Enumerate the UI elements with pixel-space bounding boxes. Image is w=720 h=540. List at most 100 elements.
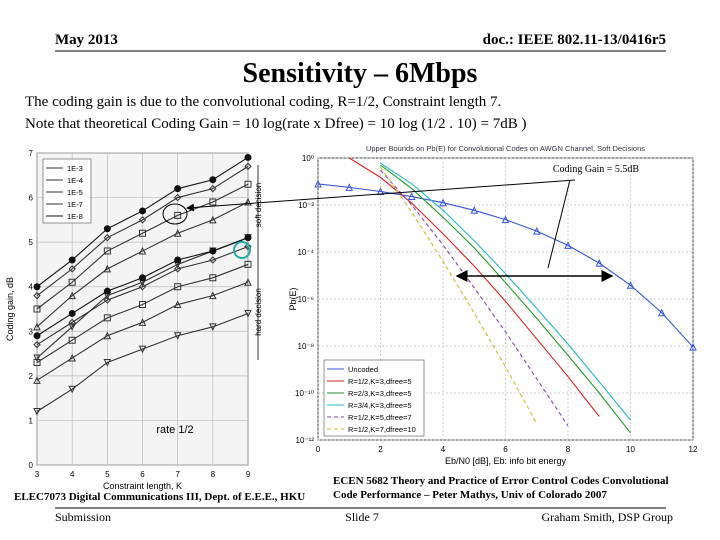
x-tick-label: 9 [246,470,251,479]
header-date: May 2013 [55,32,118,48]
data-marker [209,176,217,184]
data-marker [139,274,146,282]
data-marker [244,260,252,268]
series-line [36,246,249,346]
x-tick-label: 8 [566,445,571,454]
y-tick-label: 4 [29,283,34,292]
legend-label: R=3/4,K=3,dfree=5 [348,401,412,410]
data-marker [138,345,147,354]
data-marker [103,287,111,295]
data-marker [139,229,146,237]
data-marker [564,241,572,249]
data-marker [103,225,111,233]
x-tick-label: 8 [211,470,216,479]
pointer-line [547,179,571,269]
x-tick-label: 6 [140,470,145,479]
y-tick-label: 2 [29,372,34,381]
footer-right: Graham Smith, DSP Group [541,510,673,524]
data-marker [103,247,111,255]
series-line [36,281,249,381]
y-tick-label: 10⁰ [302,154,314,163]
legend-label: Uncoded [348,365,378,374]
chart-title: Upper Bounds on Pb(E) for Convolutional … [366,144,645,153]
data-marker [657,308,666,317]
series-line [36,201,249,328]
data-marker [33,358,41,366]
data-marker [68,336,76,344]
x-tick-label: 4 [70,470,75,479]
x-axis-label: Constraint length, K [103,481,182,491]
x-tick-label: 5 [105,470,110,479]
data-marker [33,340,41,349]
series-line [36,165,249,297]
data-marker [138,246,147,255]
x-axis-label: Eb/N0 [dB], Eb: info bit energy [445,456,567,466]
data-marker [174,185,182,193]
y-tick-label: 1 [29,416,34,425]
data-marker [68,385,76,394]
data-marker [209,256,217,264]
annotation: hard decision [254,288,263,336]
caption-right: ECEN 5682 Theory and Practice of Error C… [333,475,669,487]
series-line [317,183,694,348]
data-marker [174,283,182,291]
data-marker [244,278,252,286]
data-marker [244,242,252,251]
y-tick-label: 10⁻² [298,201,314,210]
data-marker [33,408,41,416]
data-marker [103,296,112,304]
data-marker [68,323,76,331]
data-marker [314,179,322,188]
legend-label: R=1/2,K=5,dfree=7 [348,413,412,422]
legend-label: R=1/2,K=3,dfree=5 [348,377,412,386]
highlight-ring [233,241,251,259]
series-line [348,157,600,417]
x-tick-label: 2 [378,445,383,454]
y-tick-label: 10⁻⁴ [297,248,314,257]
x-tick-label: 10 [626,445,635,454]
y-tick-label: 3 [29,327,34,336]
pointer-arrow [186,179,576,212]
data-marker [209,198,217,206]
y-axis-label: Coding gain, dB [5,277,15,341]
y-tick-label: 10⁻⁶ [298,295,314,304]
data-marker [33,283,41,291]
legend-label: R=1/2,K=7,dfree=10 [348,425,416,434]
data-marker [173,265,182,273]
data-marker [209,323,217,331]
data-marker [139,207,146,215]
data-marker [138,318,147,326]
data-marker [103,264,112,273]
data-marker [209,247,217,255]
data-marker [209,274,217,282]
annotation: soft decision [254,183,263,227]
data-marker [68,291,76,300]
data-marker [68,278,76,286]
data-marker [139,301,146,309]
series-line [36,312,249,412]
data-marker [68,309,76,317]
data-marker [173,229,182,237]
data-marker [68,353,76,362]
annotation: rate 1/2 [156,424,193,436]
data-marker [244,162,252,171]
data-marker [33,332,41,340]
series-line [380,169,569,427]
data-marker [68,265,76,273]
data-marker [595,259,604,267]
data-marker [33,322,41,331]
data-marker [244,153,252,161]
data-marker [103,314,111,322]
data-marker [33,354,41,363]
data-marker [103,233,112,242]
data-marker [209,291,217,300]
data-marker [244,234,252,242]
highlight-ring [162,203,188,225]
data-marker [244,197,252,206]
data-marker [209,215,217,224]
y-tick-label: 10⁻⁸ [298,342,315,351]
y-tick-label: 5 [29,238,34,247]
data-marker [138,216,147,224]
